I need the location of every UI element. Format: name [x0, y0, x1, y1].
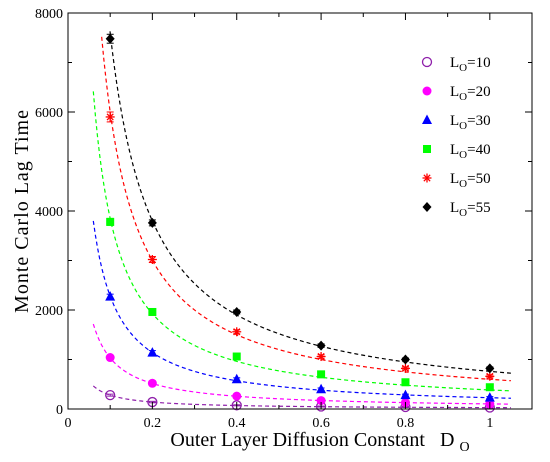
fit-curve-4 [101, 36, 511, 382]
legend-item-5: LO=55 [422, 200, 491, 219]
x-axis-title-symbol: D [440, 429, 454, 451]
legend-label-name: L [450, 142, 459, 158]
data-point [232, 391, 242, 401]
data-point [148, 307, 157, 316]
legend-label-suffix: =40 [467, 142, 490, 158]
x-tick-label: 0.8 [397, 416, 415, 431]
data-point [316, 396, 326, 406]
legend-label-name: L [450, 55, 459, 71]
x-tick-label: 0.6 [312, 416, 330, 431]
series-2 [105, 291, 495, 402]
legend-label: LO=55 [450, 200, 491, 219]
legend-label-suffix: =20 [467, 84, 490, 100]
fit-curve-0 [92, 385, 511, 409]
data-point [105, 389, 116, 401]
legend-label-name: L [450, 171, 459, 187]
data-points [105, 33, 495, 413]
legend-label-subscript: O [459, 120, 467, 132]
legend-label-subscript: O [459, 149, 467, 161]
legend-label: LO=20 [450, 84, 491, 103]
legend-label-subscript: O [459, 91, 467, 103]
data-point [232, 327, 242, 337]
legend-item-0: LO=10 [421, 55, 491, 74]
legend-marker [421, 56, 433, 68]
data-point [231, 373, 242, 384]
y-tick-label: 8000 [35, 7, 63, 22]
data-point [105, 353, 115, 363]
legend-item-4: LO=50 [422, 171, 491, 190]
data-point [147, 217, 157, 228]
y-tick-label: 2000 [35, 304, 63, 319]
fit-curve-1 [92, 323, 511, 405]
data-point [147, 255, 157, 265]
series-5 [105, 33, 495, 374]
legend-item-3: LO=40 [423, 142, 491, 161]
y-tick-label: 6000 [35, 106, 63, 121]
legend-label-suffix: =30 [467, 113, 490, 129]
series-4 [105, 111, 495, 381]
legend-marker [422, 86, 432, 96]
data-point [147, 378, 157, 388]
legend-marker [422, 173, 432, 183]
data-point [484, 392, 495, 402]
y-axis: 0 2000 4000 6000 8000 [35, 7, 532, 418]
data-point [400, 354, 410, 365]
x-tick-label: 1 [486, 416, 493, 431]
legend-label: LO=10 [450, 55, 491, 74]
legend-label: LO=50 [450, 171, 491, 190]
legend-item-2: LO=30 [422, 113, 491, 132]
legend-marker [422, 202, 432, 212]
data-point [317, 370, 326, 379]
data-point [147, 347, 158, 357]
data-point [400, 363, 410, 373]
y-tick-label: 4000 [35, 205, 63, 220]
x-tick-label: 0 [65, 416, 72, 431]
legend-label-subscript: O [459, 62, 467, 74]
legend-label-subscript: O [459, 178, 467, 190]
x-tick-label: 0.2 [144, 416, 162, 431]
legend-label-name: L [450, 200, 459, 216]
legend-label-name: L [450, 84, 459, 100]
legend-label-subscript: O [459, 207, 467, 219]
y-axis-title: Monte Carlo Lag Time [11, 109, 33, 313]
data-point [106, 217, 115, 226]
data-point [105, 33, 115, 44]
data-point [231, 400, 242, 411]
x-axis: 0 0.2 0.4 0.6 0.8 1 [65, 13, 533, 431]
legend-label-suffix: =50 [467, 171, 490, 187]
data-point [401, 378, 410, 387]
legend-label-suffix: =10 [467, 55, 490, 71]
data-point [400, 389, 411, 400]
data-point [485, 383, 494, 392]
data-point [232, 306, 242, 317]
legend-marker [423, 145, 431, 153]
data-point [316, 383, 327, 394]
fit-curves [92, 31, 511, 409]
data-point [105, 112, 115, 122]
series-1 [105, 353, 495, 409]
x-tick-label: 0.4 [228, 416, 246, 431]
fit-curve-3 [92, 91, 511, 392]
data-point [316, 352, 326, 362]
legend-marker [422, 114, 432, 124]
data-point [232, 352, 241, 361]
data-point [316, 340, 326, 351]
y-tick-label: 0 [56, 403, 63, 418]
data-point [105, 291, 116, 301]
legend-label-suffix: =55 [467, 200, 490, 216]
legend-item-1: LO=20 [422, 84, 491, 103]
x-axis-title-text: Outer Layer Diffusion Constant [170, 429, 425, 451]
legend-label: LO=30 [450, 113, 491, 132]
fit-curve-2 [92, 220, 511, 399]
legend-label-name: L [450, 113, 459, 129]
x-axis-title-subscript: O [459, 440, 469, 455]
data-point [485, 363, 495, 374]
x-axis-title: Outer Layer Diffusion Constant D O [170, 429, 469, 455]
series-3 [106, 217, 494, 392]
legend-label: LO=40 [450, 142, 491, 161]
